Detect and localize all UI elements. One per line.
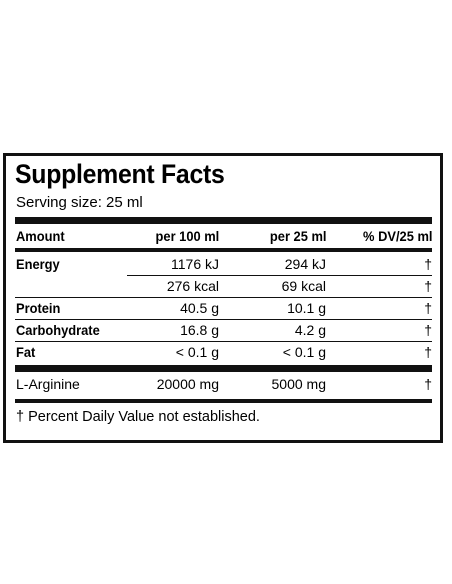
supplement-facts-panel: Supplement Facts Serving size: 25 ml Amo…	[3, 153, 443, 443]
footnote: † Percent Daily Value not established.	[16, 409, 260, 425]
energy-kj-per25: 294 kJ	[284, 256, 326, 272]
header-per-25ml: per 25 ml	[269, 228, 326, 244]
footer-divider	[15, 399, 432, 403]
row-divider	[15, 319, 432, 320]
row-divider	[127, 275, 432, 276]
fat-per25: < 0.1 g	[282, 344, 326, 360]
row-divider	[15, 297, 432, 298]
energy-kj-per100: 1176 kJ	[171, 256, 219, 272]
thick-divider	[15, 365, 432, 372]
protein-per25: 10.1 g	[287, 300, 326, 316]
energy-kcal-dv: †	[424, 278, 432, 294]
row-name-carbohydrate: Carbohydrate	[16, 322, 100, 338]
fat-dv: †	[424, 344, 432, 360]
energy-kcal-per100: 276 kcal	[166, 278, 219, 294]
serving-size: Serving size: 25 ml	[16, 194, 143, 211]
protein-dv: †	[424, 300, 432, 316]
row-name-fat: Fat	[16, 344, 36, 360]
carbohydrate-dv: †	[424, 322, 432, 338]
panel-title: Supplement Facts	[15, 159, 225, 189]
header-per-100ml: per 100 ml	[155, 228, 219, 244]
l-arginine-per25: 5000 mg	[271, 376, 326, 392]
row-name-energy: Energy	[16, 256, 60, 272]
l-arginine-per100: 20000 mg	[156, 376, 219, 392]
carbohydrate-per25: 4.2 g	[294, 322, 326, 338]
carbohydrate-per100: 16.8 g	[180, 322, 219, 338]
protein-per100: 40.5 g	[180, 300, 219, 316]
energy-kcal-per25: 69 kcal	[281, 278, 326, 294]
row-divider	[15, 341, 432, 342]
header-amount: Amount	[16, 228, 65, 244]
row-name-l-arginine: L-Arginine	[16, 376, 80, 392]
thick-divider	[15, 217, 432, 224]
fat-per100: < 0.1 g	[175, 344, 219, 360]
energy-kj-dv: †	[424, 256, 432, 272]
header-dv: % DV/25 ml	[362, 228, 432, 244]
l-arginine-dv: †	[424, 376, 432, 392]
row-name-protein: Protein	[16, 300, 61, 316]
header-divider	[15, 248, 432, 252]
